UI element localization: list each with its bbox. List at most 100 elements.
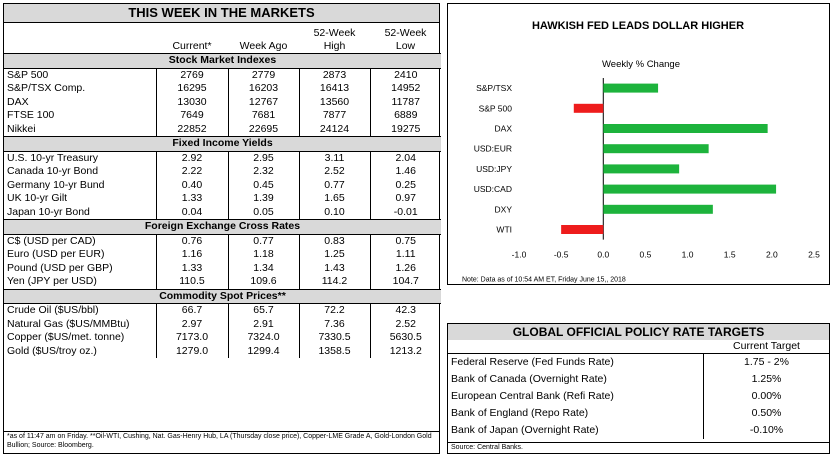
table-row: Natural Gas ($US/MMBtu) 2.97 2.91 7.36 2.52 [4, 317, 441, 331]
row-value: 13560 [298, 95, 370, 109]
row-value: 65.7 [227, 303, 299, 318]
row-label: Copper ($US/met. tonne) [7, 331, 125, 344]
row-label: S&P 500 [7, 68, 49, 81]
policy-bank: Bank of Canada (Overnight Rate) [448, 371, 704, 388]
row-value: 24124 [298, 122, 370, 137]
row-value: 1.34 [227, 261, 299, 275]
markets-column-header-line: Low [395, 40, 416, 52]
row-value: 7681 [227, 109, 299, 123]
row-value: 2.91 [227, 317, 299, 331]
markets-column-header-line: High [323, 40, 346, 52]
table-row: Canada 10-yr Bond 2.22 2.32 2.52 1.46 [4, 165, 441, 179]
row-value: 2.95 [227, 151, 299, 165]
table-row: DAX 13030 12767 13560 11787 [4, 95, 441, 109]
table-row: Japan 10-yr Bond 0.04 0.05 0.10 -0.01 [4, 205, 441, 220]
row-value: 7173.0 [155, 331, 228, 345]
row-value: 7.36 [298, 317, 370, 331]
markets-section-title: Foreign Exchange Cross Rates [4, 219, 441, 235]
row-value: 0.40 [155, 178, 228, 192]
row-value: 5630.5 [369, 331, 441, 345]
chart-category-label: DAX [495, 124, 513, 134]
row-value: 1358.5 [298, 344, 370, 358]
policy-bank: Federal Reserve (Fed Funds Rate) [448, 354, 704, 371]
chart-x-tick-label: -0.5 [554, 250, 569, 260]
row-label: Euro (USD per EUR) [7, 248, 105, 261]
policy-row: Bank of England (Repo Rate) 0.50% [448, 405, 829, 422]
markets-column-header: Current* [156, 23, 228, 54]
row-label: FTSE 100 [7, 109, 55, 122]
row-value: 0.83 [298, 234, 370, 248]
chart-note: Note: Data as of 10:54 AM ET, Friday Jun… [462, 277, 626, 284]
row-value: 0.25 [369, 178, 441, 192]
row-value: 1.46 [369, 165, 441, 179]
table-row: C$ (USD per CAD) 0.76 0.77 0.83 0.75 [4, 234, 441, 248]
row-value: 2.32 [227, 165, 299, 179]
row-label: Nikkei [7, 122, 36, 135]
table-row: FTSE 100 7649 7681 7877 6889 [4, 109, 441, 123]
chart: HAWKISH FED LEADS DOLLAR HIGHER Weekly % … [462, 20, 820, 284]
row-value: 2779 [227, 68, 299, 82]
row-value: 72.2 [298, 303, 370, 318]
table-row: S&P 500 2769 2779 2873 2410 [4, 68, 441, 82]
chart-bar [603, 83, 659, 93]
row-value: 14952 [369, 82, 441, 96]
row-value: 0.76 [155, 234, 228, 248]
row-value: 0.75 [369, 234, 441, 248]
policy-rate: 0.00% [751, 390, 782, 402]
row-value: 0.45 [227, 178, 299, 192]
row-label: Yen (JPY per USD) [7, 275, 97, 288]
chart-title: HAWKISH FED LEADS DOLLAR HIGHER [532, 20, 744, 32]
policy-row: Bank of Canada (Overnight Rate) 1.25% [448, 371, 829, 388]
row-value: 2.52 [298, 165, 370, 179]
row-value: 2769 [155, 68, 228, 82]
row-value: 0.10 [298, 205, 370, 220]
row-value: 1.26 [369, 261, 441, 275]
markets-section-title: Fixed Income Yields [4, 136, 441, 152]
policy-bank: European Central Bank (Refi Rate) [448, 388, 704, 405]
row-value: 7330.5 [298, 331, 370, 345]
chart-bar [603, 164, 680, 174]
row-value: -0.01 [369, 205, 441, 220]
row-label: Natural Gas ($US/MMBtu) [7, 317, 130, 330]
table-row: Germany 10-yr Bund 0.40 0.45 0.77 0.25 [4, 178, 441, 192]
markets-column-header-line: Current* [172, 40, 212, 52]
table-row: Euro (USD per EUR) 1.16 1.18 1.25 1.11 [4, 248, 441, 262]
row-value: 1.33 [155, 261, 228, 275]
chart-category-label: USD:JPY [476, 164, 512, 174]
row-value: 22852 [155, 122, 228, 137]
row-value: 1.16 [155, 248, 228, 262]
chart-panel: HAWKISH FED LEADS DOLLAR HIGHER Weekly % … [447, 3, 830, 285]
row-value: 104.7 [369, 275, 441, 289]
chart-x-tick-label: -1.0 [512, 250, 527, 260]
row-label: C$ (USD per CAD) [7, 234, 96, 247]
row-value: 2.97 [155, 317, 228, 331]
row-value: 16203 [227, 82, 299, 96]
chart-category-label: USD:CAD [474, 184, 512, 194]
markets-column-header-line: 52-Week [384, 27, 427, 39]
markets-panel: THIS WEEK IN THE MARKETS Current* Week Ag… [3, 3, 441, 454]
row-value: 114.2 [298, 275, 370, 289]
table-row: Crude Oil ($US/bbl) 66.7 65.7 72.2 42.3 [4, 303, 441, 318]
policy-title: GLOBAL OFFICIAL POLICY RATE TARGETS [448, 324, 829, 340]
row-value: 0.77 [298, 178, 370, 192]
policy-rate: 0.50% [751, 407, 782, 419]
row-value: 1213.2 [369, 344, 441, 358]
row-value: 1.39 [227, 192, 299, 206]
row-value: 1.18 [227, 248, 299, 262]
chart-bar [561, 225, 604, 234]
chart-bar [603, 204, 713, 214]
row-value: 2.04 [369, 151, 441, 165]
markets-title: THIS WEEK IN THE MARKETS [4, 4, 439, 23]
row-value: 1.33 [155, 192, 228, 206]
policy-row: Federal Reserve (Fed Funds Rate) 1.75 - 2… [448, 354, 829, 371]
row-value: 2.22 [155, 165, 228, 179]
policy-rate: 1.25% [751, 373, 782, 385]
chart-x-tick-label: 1.5 [724, 250, 736, 260]
row-value: 2.52 [369, 317, 441, 331]
row-label: U.S. 10-yr Treasury [7, 151, 99, 164]
policy-panel: GLOBAL OFFICIAL POLICY RATE TARGETS Curr… [447, 323, 830, 454]
chart-bar [603, 144, 709, 154]
row-value: 109.6 [227, 275, 299, 289]
row-label: Crude Oil ($US/bbl) [7, 304, 99, 317]
chart-x-tick-label: 1.0 [682, 250, 694, 260]
